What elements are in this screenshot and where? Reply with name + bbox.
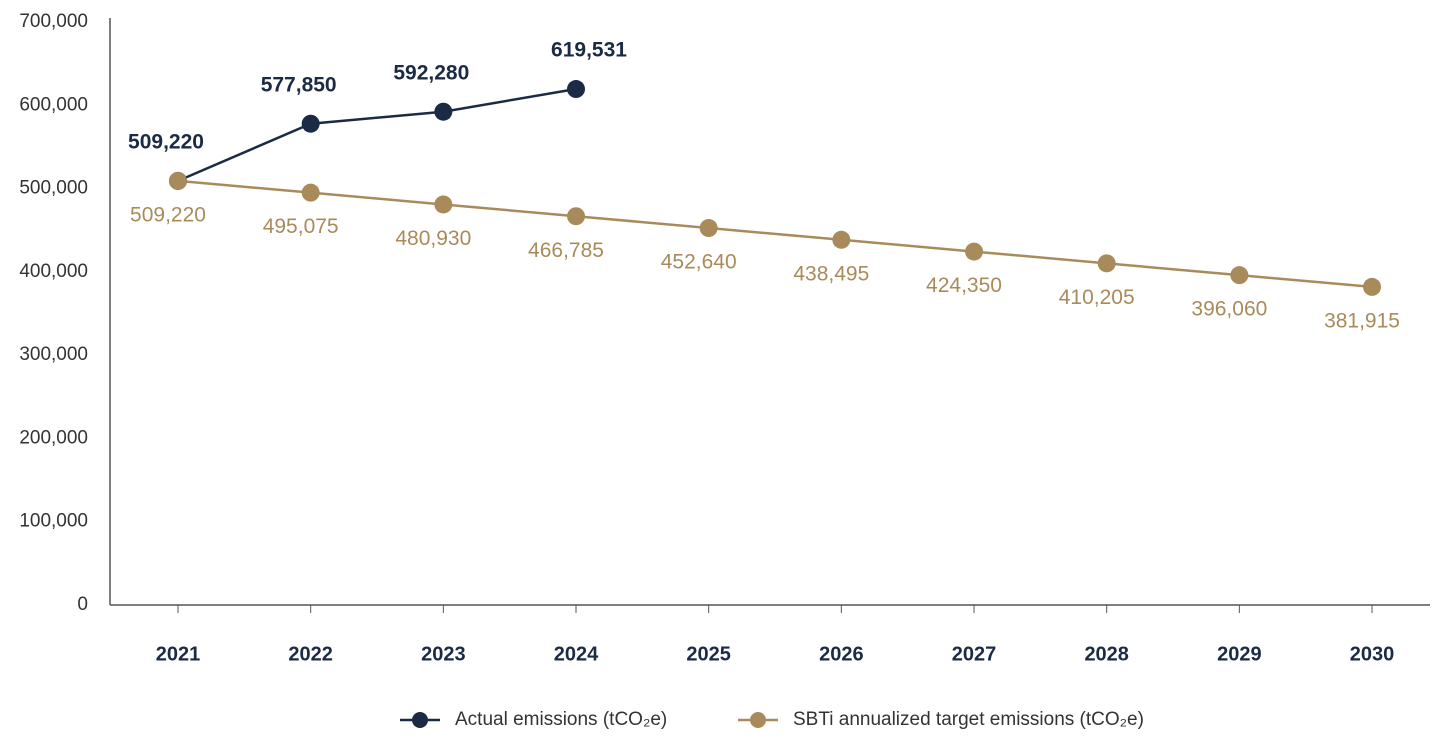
data-point <box>832 230 851 249</box>
value-label: 381,915 <box>1324 309 1400 332</box>
legend-label: Actual emissions (tCO₂e) <box>455 709 667 730</box>
data-point <box>1363 277 1382 296</box>
value-label: 509,220 <box>128 130 204 153</box>
value-label: 438,495 <box>793 262 869 285</box>
data-point <box>699 219 718 238</box>
y-tick-label: 700,000 <box>19 11 88 32</box>
legend-marker <box>412 712 428 728</box>
x-tick-label: 2027 <box>952 643 997 665</box>
data-point <box>301 183 320 202</box>
value-label: 592,280 <box>393 61 469 84</box>
value-label: 452,640 <box>661 251 737 274</box>
value-label: 577,850 <box>261 73 337 96</box>
y-tick-label: 600,000 <box>19 94 88 115</box>
data-point <box>434 102 453 121</box>
value-label: 619,531 <box>551 39 627 62</box>
x-tick-label: 2029 <box>1217 643 1262 665</box>
data-point <box>567 207 586 226</box>
data-point <box>1230 266 1249 285</box>
x-tick-label: 2021 <box>156 643 201 665</box>
y-tick-label: 0 <box>77 594 88 615</box>
series-line <box>177 87 577 183</box>
value-label: 466,785 <box>528 239 604 262</box>
y-tick-label: 400,000 <box>19 261 88 282</box>
data-point <box>434 195 453 214</box>
y-tick-label: 100,000 <box>19 511 88 532</box>
x-tick-label: 2028 <box>1084 643 1129 665</box>
value-label: 424,350 <box>926 274 1002 297</box>
data-point <box>301 114 320 133</box>
x-tick-label: 2025 <box>686 643 731 665</box>
value-label: 396,060 <box>1191 298 1267 321</box>
y-tick-label: 200,000 <box>19 427 88 448</box>
y-tick-label: 500,000 <box>19 178 88 199</box>
x-tick-label: 2022 <box>288 643 333 665</box>
data-point <box>1097 254 1116 273</box>
x-tick-label: 2024 <box>554 643 599 665</box>
data-point <box>567 80 586 99</box>
x-tick-label: 2026 <box>819 643 864 665</box>
value-label: 495,075 <box>263 215 339 238</box>
value-label: 410,205 <box>1059 286 1135 309</box>
value-label: 480,930 <box>395 227 471 250</box>
series-line <box>177 179 1373 289</box>
x-tick-label: 2030 <box>1350 643 1395 665</box>
data-point <box>169 171 187 190</box>
x-tick-label: 2023 <box>421 643 466 665</box>
data-point <box>965 242 984 261</box>
y-tick-label: 300,000 <box>19 344 88 365</box>
value-label: 509,220 <box>130 203 206 226</box>
legend-label: SBTi annualized target emissions (tCO₂e) <box>793 709 1144 730</box>
legend-marker <box>750 712 766 728</box>
